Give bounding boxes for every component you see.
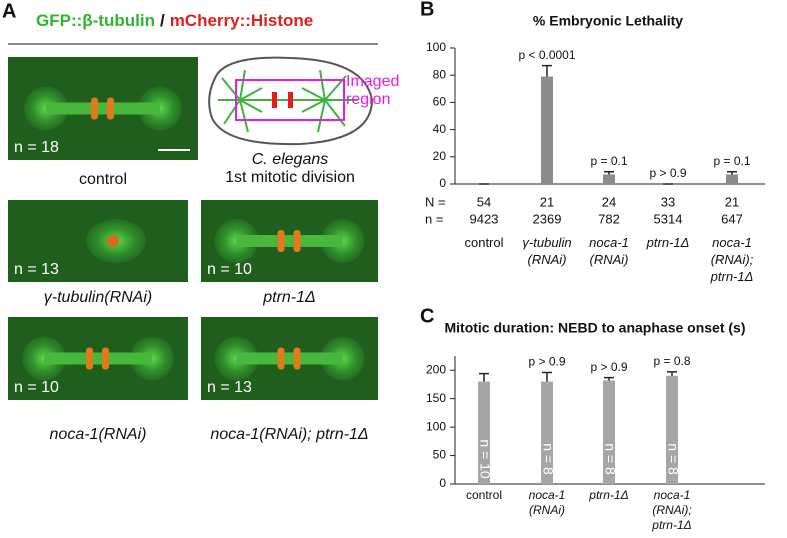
count-value: 782 (598, 211, 620, 226)
p-value: p = 0.1 (713, 154, 750, 168)
header-gfp: GFP::β-tubulin (36, 11, 155, 30)
error-bar (479, 372, 489, 382)
count-value: 9423 (470, 211, 499, 226)
count-value: 5314 (654, 211, 683, 226)
p-value: p < 0.0001 (518, 48, 575, 62)
x-tick-label: γ-tubulin (RNAi) (522, 235, 571, 267)
bar (478, 381, 490, 484)
bar (541, 76, 553, 184)
chromatin (293, 347, 301, 370)
n-label: n = 10 (14, 379, 59, 396)
y-tick-label: 40 (433, 122, 447, 136)
y-tick-label: 0 (439, 176, 446, 190)
count-value: 21 (540, 194, 554, 209)
n-label: n = 18 (14, 139, 59, 156)
chromatin (86, 347, 93, 370)
spindle-signal (46, 102, 160, 115)
p-value: p > 0.9 (649, 166, 686, 180)
imaged-region: Imaged region (346, 73, 399, 108)
bar (541, 381, 553, 484)
count-value: 647 (721, 211, 743, 226)
count-row-label: N = (425, 194, 446, 209)
chart-title: % Embryonic Lethality (533, 13, 683, 29)
count-value: 2369 (533, 211, 562, 226)
embryo-diagram: Imaged region C. elegans 1st mitotic divi… (208, 56, 399, 186)
panel-letter: B (420, 0, 434, 20)
y-tick-label: 200 (426, 362, 446, 376)
p-value: p > 0.9 (590, 360, 627, 374)
y-tick-label: 60 (433, 95, 447, 109)
error-bar (542, 64, 552, 77)
chromatin (277, 347, 285, 370)
y-tick-label: 50 (433, 448, 447, 462)
x-tick-label: ptrn-1Δ (646, 235, 690, 250)
error-bar (727, 171, 737, 175)
y-tick-label: 0 (439, 476, 446, 490)
bar-n-label: n = 8 (665, 443, 681, 475)
count-row-label: n = (425, 211, 443, 226)
spindle (218, 69, 358, 133)
x-tick-label: noca-1 (RNAi) (529, 488, 566, 517)
y-tick-label: 80 (433, 67, 447, 81)
y-tick-label: 100 (426, 40, 446, 54)
p-value: p = 0.1 (590, 154, 627, 168)
aster (320, 336, 365, 381)
error-bar (604, 171, 614, 175)
count-value: 33 (661, 194, 675, 209)
error-bar (604, 376, 614, 381)
chromatin (107, 97, 114, 120)
x-tick-label: noca-1 (RNAi); ptrn-1Δ (710, 235, 754, 284)
x-tick-label: noca-1 (RNAi); ptrn-1Δ (651, 488, 691, 532)
x-tick-label: control (464, 235, 503, 250)
caption: control (79, 171, 127, 188)
x-tick-label: noca-1 (RNAi) (589, 235, 629, 267)
n-label: n = 13 (207, 379, 252, 396)
bar-n-label: n = 8 (602, 443, 618, 475)
n-label: n = 13 (14, 261, 59, 278)
y-tick-label: 100 (426, 419, 446, 433)
stage: 1st mitotic division (225, 169, 355, 186)
bar-n-label: n = 8 (540, 443, 556, 475)
header-mcherry: mCherry::Histone (170, 11, 314, 30)
chromatin (91, 97, 98, 120)
bar (726, 174, 738, 184)
count-value: 54 (477, 194, 491, 209)
header-sep: / (160, 11, 165, 30)
y-tick-label: 20 (433, 149, 447, 163)
bar (603, 174, 615, 184)
caption: γ-tubulin(RNAi) (44, 289, 152, 306)
count-value: 24 (602, 194, 616, 209)
spindle-signal (236, 352, 343, 365)
chromatin (277, 230, 285, 252)
error-bar (667, 371, 677, 376)
chromatin (107, 235, 119, 247)
p-value: p = 0.8 (653, 354, 690, 368)
n-label: n = 10 (207, 261, 252, 278)
species: C. elegans (252, 151, 329, 168)
y-tick-label: 150 (426, 391, 446, 405)
bar (603, 380, 615, 484)
imaged-box (235, 79, 345, 121)
x-tick-label: control (466, 488, 502, 502)
caption: noca-1(RNAi) (50, 426, 147, 443)
caption: ptrn-1Δ (262, 289, 316, 306)
spindle-signal (236, 235, 343, 247)
x-tick-label: ptrn-1Δ (588, 488, 628, 502)
spindle-signal (44, 352, 152, 365)
bar-n-label: n = 10 (477, 439, 493, 479)
count-value: 21 (725, 194, 739, 209)
aster (320, 219, 365, 263)
chromatin (293, 230, 301, 252)
chart-title: Mitotic duration: NEBD to anaphase onset… (444, 320, 745, 336)
caption: noca-1(RNAi); ptrn-1Δ (210, 426, 368, 443)
error-bar (542, 371, 552, 382)
micrographs: n = 18 control n = 13 γ-tubulin(RNAi) n = 10… (8, 57, 378, 443)
p-value: p > 0.9 (528, 355, 565, 369)
header: GFP::β-tubulin / mCherry::Histone (36, 11, 313, 30)
panel-letter: A (2, 0, 16, 22)
chromatin (102, 347, 109, 370)
bar (666, 375, 678, 484)
panel-letter: C (420, 305, 434, 327)
